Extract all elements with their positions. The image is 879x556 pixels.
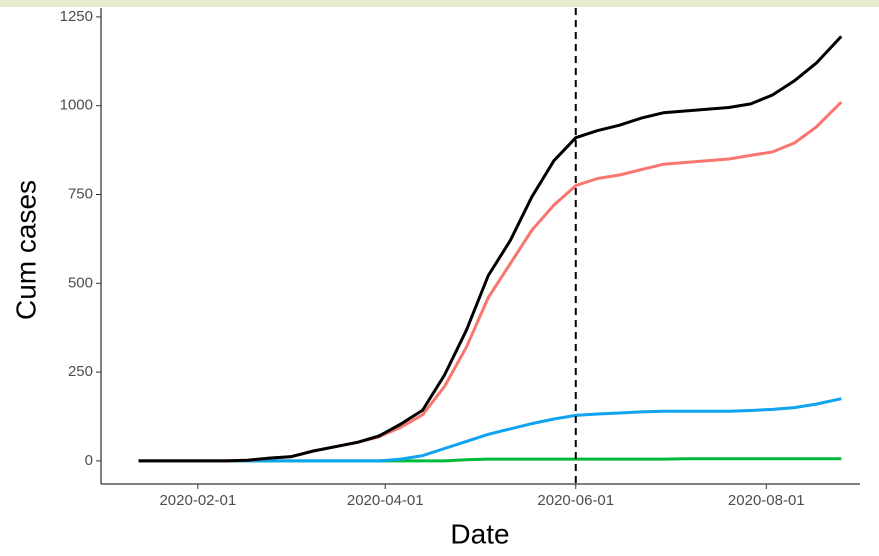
series-line — [138, 101, 843, 463]
y-tick-label: 750 — [68, 185, 93, 202]
y-tick-label: 0 — [85, 452, 93, 469]
x-axis-title: Date — [450, 518, 509, 549]
x-tick-label: 2020-06-01 — [537, 492, 614, 509]
x-tick-label: 2020-02-01 — [159, 492, 236, 509]
y-tick-label: 1250 — [60, 8, 93, 25]
y-tick-label: 500 — [68, 274, 93, 291]
series-line — [138, 35, 843, 463]
y-tick-label: 250 — [68, 363, 93, 380]
x-tick-label: 2020-08-01 — [728, 492, 805, 509]
y-tick-label: 1000 — [60, 97, 93, 114]
top-band — [0, 0, 879, 7]
y-axis-title: Cum cases — [10, 180, 41, 320]
x-tick-label: 2020-04-01 — [347, 492, 424, 509]
series-line — [138, 397, 842, 463]
